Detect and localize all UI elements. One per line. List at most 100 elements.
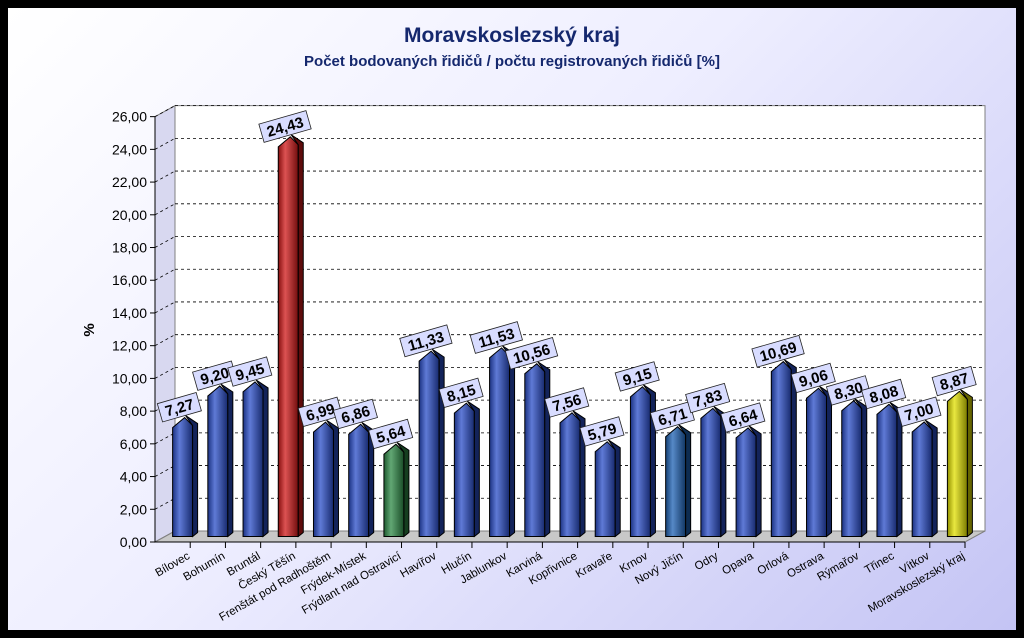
- value-label-box: [504, 337, 559, 370]
- value-label: 7,56: [544, 387, 590, 418]
- bar-side: [889, 401, 903, 538]
- y-tick-label: 6,00: [120, 436, 147, 452]
- gridline-side: [154, 138, 176, 150]
- value-label-box: [579, 416, 625, 447]
- value-label-box: [469, 321, 523, 354]
- bar-side: [959, 388, 973, 538]
- bar-front: [841, 400, 863, 537]
- value-label-box: [258, 110, 312, 143]
- bar-side: [361, 421, 375, 538]
- gridline-side: [154, 203, 176, 216]
- y-tick-label: 26,00: [112, 109, 147, 125]
- y-tick-label: 0,00: [120, 534, 147, 550]
- chart-title: Moravskoslezský kraj: [404, 24, 620, 47]
- gridline-side: [154, 432, 176, 445]
- value-label: 8,15: [438, 377, 484, 409]
- gridline-side: [154, 334, 176, 347]
- gridline-side: [154, 268, 176, 281]
- bar-front: [207, 385, 229, 537]
- bar-side: [819, 385, 833, 538]
- bar-side: [713, 405, 727, 538]
- bar: [735, 425, 762, 538]
- value-label-box: [720, 402, 766, 433]
- y-tick-label: 16,00: [112, 272, 147, 288]
- bar-front: [312, 421, 334, 537]
- bar-front: [277, 136, 299, 537]
- bar: [453, 400, 480, 538]
- bar: [383, 441, 410, 538]
- y-tick-label: 10,00: [112, 370, 147, 386]
- value-label: 8,87: [931, 365, 977, 397]
- bar-side: [290, 134, 304, 538]
- value-label-box: [297, 396, 343, 428]
- bar-front: [946, 390, 968, 537]
- bar-side: [607, 439, 621, 538]
- y-tick-label: 4,00: [120, 469, 147, 485]
- x-tick-label: Kravaře: [574, 550, 615, 581]
- value-label-box: [156, 392, 202, 423]
- bar: [876, 401, 903, 538]
- y-tick-label: 14,00: [112, 305, 147, 321]
- value-label-box: [751, 334, 805, 368]
- bar-side: [678, 424, 692, 538]
- bar: [594, 439, 621, 538]
- bar-side: [255, 379, 269, 538]
- y-tick-label: 8,00: [120, 403, 147, 419]
- value-label-box: [825, 375, 872, 406]
- value-label-box: [861, 378, 907, 410]
- bar-side: [643, 384, 656, 538]
- bar-side: [326, 419, 339, 538]
- bar: [348, 421, 375, 538]
- y-tick-label: 20,00: [112, 207, 147, 223]
- gridline-side: [154, 465, 176, 477]
- bar: [242, 379, 269, 538]
- value-label-box: [614, 361, 660, 392]
- y-tick-label: 22,00: [112, 174, 147, 190]
- bar: [207, 383, 234, 538]
- gridline-side: [154, 497, 176, 510]
- bar-front: [418, 350, 440, 537]
- bar: [524, 361, 551, 538]
- y-tick-label: 12,00: [112, 338, 147, 354]
- gridline-side: [154, 105, 176, 117]
- x-tick-label: Opava: [720, 550, 756, 578]
- bar-front: [172, 416, 194, 537]
- bar-side: [220, 383, 234, 538]
- bar: [806, 385, 833, 538]
- bar-front: [735, 427, 757, 537]
- value-label-box: [399, 324, 453, 358]
- value-label-box: [685, 382, 731, 414]
- bar-front: [594, 441, 616, 537]
- value-label-box: [368, 418, 414, 450]
- bar-front: [453, 402, 475, 537]
- bar: [946, 388, 973, 538]
- value-label: 6,86: [332, 398, 378, 430]
- x-tick-label: Třinec: [863, 550, 897, 576]
- bar-side: [854, 398, 868, 538]
- bar-side: [748, 425, 762, 538]
- value-label-box: [332, 398, 378, 430]
- bar-front: [665, 426, 687, 537]
- bar: [277, 134, 304, 538]
- y-tick-label: 18,00: [112, 240, 147, 256]
- value-label-box: [896, 396, 942, 427]
- bar-side: [396, 441, 410, 538]
- bar: [911, 419, 938, 538]
- bar-side: [466, 400, 480, 538]
- bar-front: [876, 403, 898, 537]
- bar-front: [700, 407, 722, 537]
- bar-side: [185, 415, 199, 538]
- bar: [418, 348, 445, 538]
- bar: [629, 384, 656, 538]
- value-label: 6,64: [720, 402, 766, 433]
- bar: [312, 419, 339, 538]
- value-label: 9,20: [192, 360, 238, 391]
- x-tick-label: Havířov: [398, 550, 439, 580]
- bar-front: [524, 363, 546, 537]
- bar-side: [783, 359, 797, 538]
- bar-chart: 0,00 2,00 4,00 6,00 8,00 10,00 12,00 14,00 16,00…: [81, 104, 986, 624]
- bar-side: [572, 410, 586, 538]
- gridline-side: [154, 170, 176, 183]
- gridline-side: [154, 301, 176, 314]
